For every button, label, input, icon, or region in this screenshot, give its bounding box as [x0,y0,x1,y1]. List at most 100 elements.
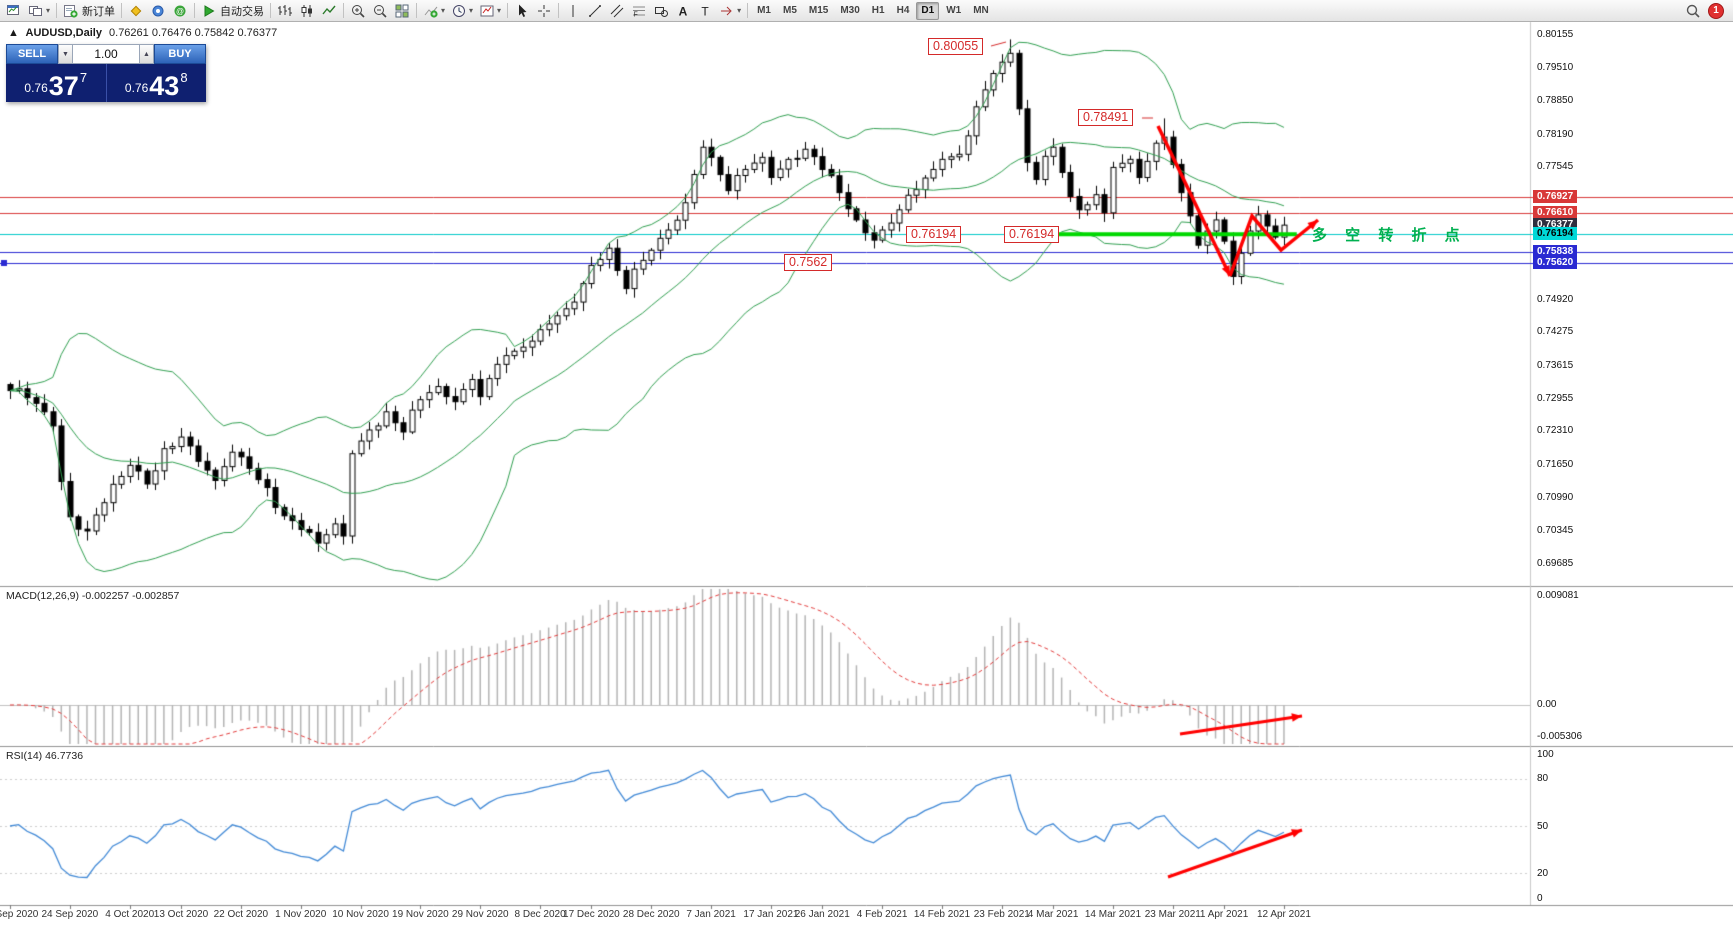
zoom-in-button[interactable] [347,1,369,21]
lot-dropdown-icon[interactable]: ▼ [58,44,73,64]
price-axis-label: 0.73615 [1537,359,1574,371]
toolbar-separator [121,3,123,18]
cursor-button[interactable] [511,1,533,21]
price-tag: 0.76610 [1533,206,1578,220]
symbol-period-label: AUDUSD,Daily [25,27,102,39]
buy-price-display[interactable]: 0.76 43 8 [107,64,207,102]
text-icon: A [675,3,691,19]
timeframe-m5[interactable]: M5 [782,5,797,16]
rsi-axis-label: 50 [1537,821,1549,832]
timeframe-mn[interactable]: MN [973,5,989,16]
rsi-label: RSI(14) 46.7736 [6,750,84,762]
price-callout[interactable]: 0.78491 [1078,109,1134,126]
price-tag: 0.75620 [1533,256,1578,270]
date-label: 14 Mar 2021 [1084,909,1142,920]
chevron-down-icon: ▾ [497,6,502,15]
timeframe-m15[interactable]: M15 [808,5,829,16]
chevron-down-icon: ▾ [469,6,474,15]
candles-button[interactable] [296,1,318,21]
date-label: 13 Oct 2020 [153,909,209,920]
notification-badge[interactable]: 1 [1708,2,1724,19]
market-icon [150,3,166,19]
timeframe-m1[interactable]: M1 [757,5,771,16]
autotrade-button[interactable]: 自动交易 [198,1,267,21]
chevron-down-icon: ▾ [46,6,51,15]
timeframe-m30[interactable]: M30 [840,5,860,16]
ea-button[interactable]: @ [169,1,191,21]
timeframe-h1[interactable]: H1 [871,5,885,16]
buy-button[interactable]: BUY [154,44,206,64]
arrows-button[interactable]: ▾ [716,1,744,21]
price-callout[interactable]: 0.80055 [928,38,984,55]
trendline-icon [587,3,603,19]
cursor-icon [514,3,530,19]
zoom-out-button[interactable] [369,1,391,21]
date-label: 7 Jan 2021 [686,909,736,920]
macd-axis-label: -0.005306 [1537,731,1583,742]
fibonacci-button[interactable]: F [628,1,650,21]
price-callout[interactable]: 0.76194 [1004,226,1060,243]
svg-text:F: F [634,11,638,18]
crosshair-icon [536,3,552,19]
price-axis-label: 0.69685 [1537,558,1574,570]
new-order-icon [63,3,79,19]
lot-stepper-icon[interactable]: ▲ [139,44,154,64]
autotrade-icon [201,3,217,19]
channel-icon [609,3,625,19]
label-icon: T [697,3,713,19]
candles-icon [299,3,315,19]
tile-windows-icon [394,3,410,19]
shapes-button[interactable] [650,1,672,21]
tile-windows-button[interactable] [391,1,413,21]
buy-price-pip: 8 [180,70,188,85]
indicators-button[interactable]: ▾ [420,1,448,21]
sell-price-display[interactable]: 0.76 37 7 [6,64,106,102]
metaeditor-button[interactable] [125,1,147,21]
linechart-button[interactable] [318,1,340,21]
channel-button[interactable] [606,1,628,21]
templates-icon [479,3,495,19]
price-callout[interactable]: 0.7562 [784,254,833,271]
search-button[interactable] [1682,1,1704,21]
new-order-button[interactable]: 新订单 [60,1,118,21]
text-button[interactable]: A [672,1,694,21]
price-callout[interactable]: 0.76194 [906,226,962,243]
timeframe-d1[interactable]: D1 [916,1,940,20]
buy-price-prefix: 0.76 [124,81,149,95]
price-tag: 0.76194 [1533,227,1578,241]
label-button[interactable]: T [694,1,716,21]
periods-button[interactable]: ▾ [448,1,476,21]
rsi-axis-label: 100 [1537,749,1554,760]
price-axis-label: 0.78190 [1537,128,1574,140]
bars-button[interactable] [274,1,296,21]
toolbar-separator [56,3,58,18]
timeframe-w1[interactable]: W1 [946,5,962,16]
bars-icon [277,3,293,19]
price-axis-label: 0.79510 [1537,61,1574,73]
toolbar-separator [416,3,418,18]
symbol-marker-icon: ▲ [8,27,19,39]
price-tag: 0.75838 [1533,245,1578,259]
market-button[interactable] [147,1,169,21]
profiles-button[interactable]: ▾ [25,1,53,21]
turning-point-annotation[interactable]: 多 空 转 折 点 [1312,227,1467,244]
price-axis-label: 0.77545 [1537,161,1574,173]
vline-button[interactable] [562,1,584,21]
toolbar-separator [558,3,560,18]
date-label: 1 Nov 2020 [275,909,327,920]
sell-button[interactable]: SELL [6,44,58,64]
new-chart-button[interactable] [3,1,25,21]
lot-size-input[interactable]: 1.00 [73,44,139,64]
trendline-button[interactable] [584,1,606,21]
vline-icon [565,3,581,19]
crosshair-button[interactable] [533,1,555,21]
date-label: 23 Feb 2021 [973,909,1030,920]
toolbar-separator [507,3,509,18]
templates-button[interactable]: ▾ [476,1,504,21]
date-label: 14 Feb 2021 [913,909,971,920]
autotrade-label: 自动交易 [220,5,265,18]
toolbar-separator [270,3,272,18]
chevron-down-icon: ▾ [737,6,742,15]
timeframe-h4[interactable]: H4 [896,5,910,16]
